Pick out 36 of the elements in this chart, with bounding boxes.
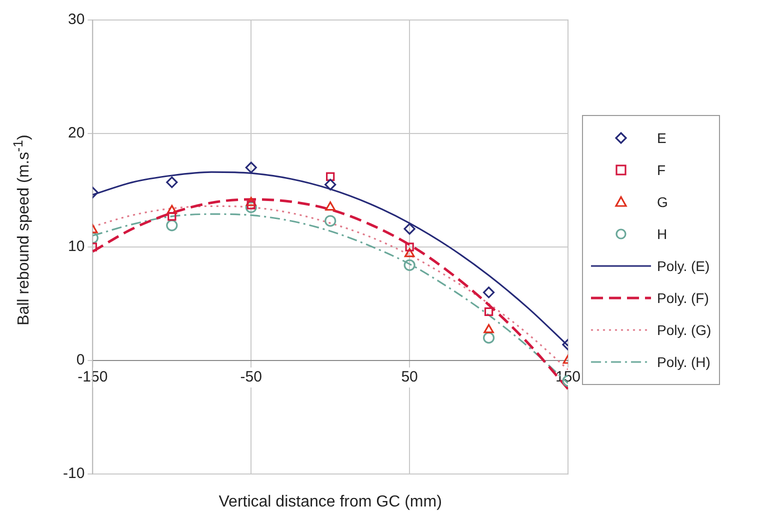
- y-tick-label: 10: [68, 238, 85, 256]
- legend-label: Poly. (F): [657, 290, 709, 306]
- point: [246, 200, 256, 210]
- legend-label: G: [657, 194, 668, 210]
- x-axis-title: Vertical distance from GC (mm): [218, 493, 442, 510]
- point: [404, 248, 415, 258]
- legend-label: E: [657, 130, 666, 146]
- y-tick-label: -10: [62, 465, 85, 482]
- legend-label: Poly. (H): [657, 354, 710, 370]
- point: [482, 286, 495, 298]
- point: [405, 242, 414, 252]
- point: [245, 162, 257, 174]
- point: [325, 201, 336, 211]
- point: [168, 212, 176, 221]
- point: [484, 307, 494, 316]
- x-tick-label: 50: [401, 368, 418, 386]
- point: [166, 204, 178, 214]
- point: [484, 324, 494, 334]
- point: [404, 223, 416, 235]
- legend-label: F: [657, 162, 666, 178]
- point: [324, 215, 336, 227]
- y-tick-label: 30: [68, 11, 85, 28]
- point: [404, 259, 416, 271]
- y-tick-label: 0: [76, 352, 85, 369]
- point: [246, 196, 256, 206]
- point: [166, 220, 178, 232]
- x-tick-label: -50: [240, 368, 262, 386]
- point: [324, 178, 336, 190]
- legend-label: Poly. (E): [657, 258, 710, 274]
- point: [326, 172, 335, 181]
- point: [166, 176, 178, 188]
- y-tick-label: 20: [68, 124, 85, 142]
- point: [245, 201, 257, 214]
- legend-label: Poly. (G): [657, 322, 712, 338]
- legend-label: H: [657, 226, 668, 242]
- point: [482, 332, 495, 344]
